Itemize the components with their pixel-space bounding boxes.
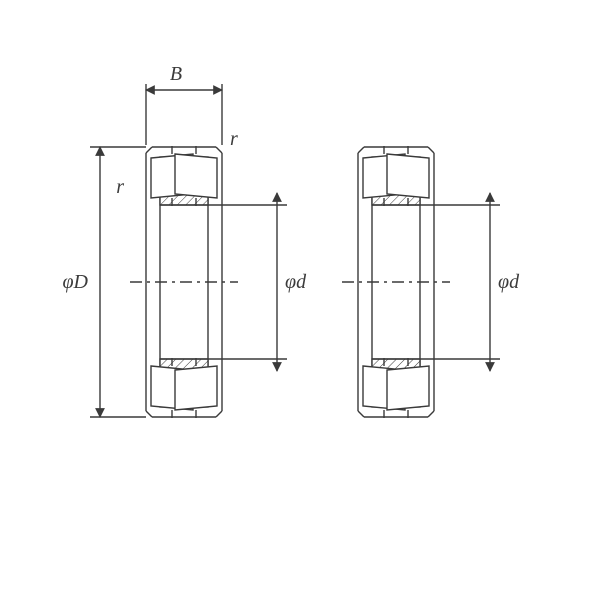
label-d-left: φd	[285, 271, 307, 293]
label-D: φD	[62, 271, 88, 293]
label-d-right: φd	[498, 271, 520, 293]
label-r-left: r	[116, 176, 124, 198]
label-B: B	[170, 63, 182, 85]
label-r-top: r	[230, 128, 238, 150]
